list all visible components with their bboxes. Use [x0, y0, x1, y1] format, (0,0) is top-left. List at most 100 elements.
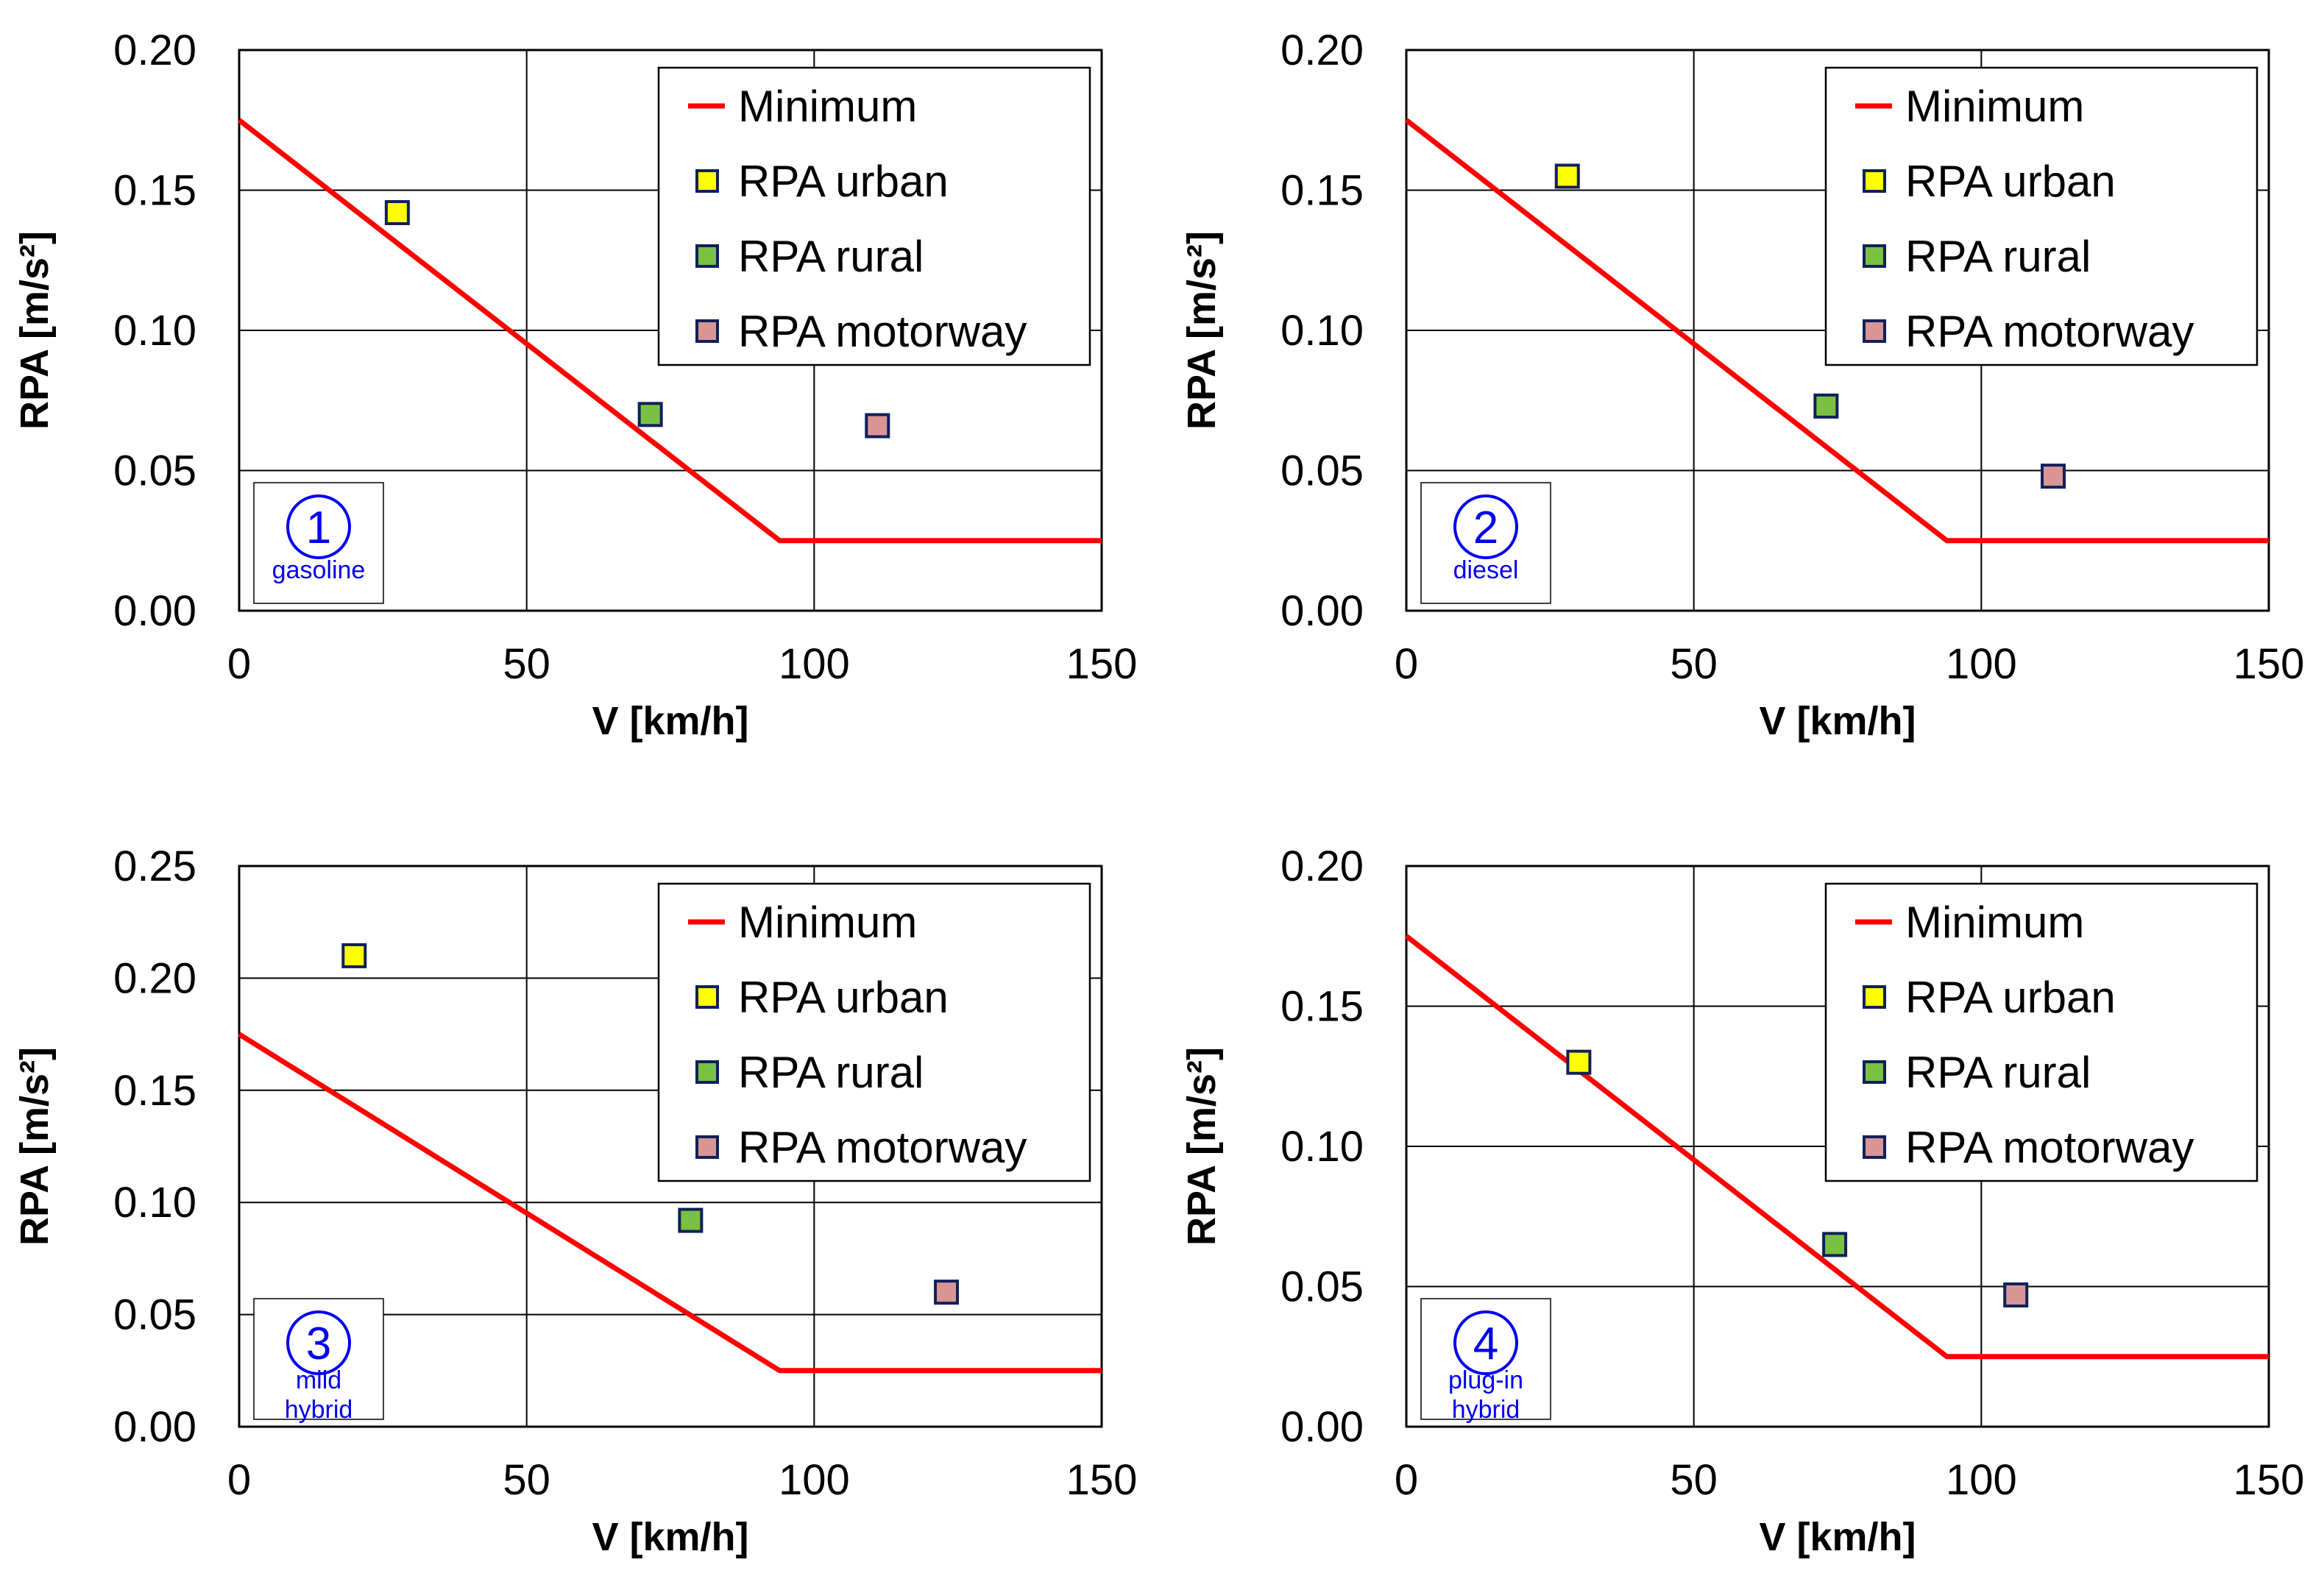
chart-4-x-axis-title: V [km/h]	[1759, 1515, 1916, 1559]
chart-2-legend-swatch-rpa-rural	[1863, 244, 1886, 268]
chart-2-legend-swatch-rpa-urban	[1863, 169, 1886, 193]
chart-1-legend-label-rpa-motorway: RPA motorway	[738, 307, 1027, 356]
chart-1-y-tick-label: 0.00	[113, 587, 196, 635]
chart-1-y-tick-label: 0.10	[113, 307, 196, 355]
chart-3-y-axis-title: RPA [m/s²]	[13, 1047, 57, 1246]
chart-2-legend-label-rpa-motorway: RPA motorway	[1905, 307, 2194, 356]
chart-4-y-tick-label: 0.20	[1280, 842, 1364, 890]
chart-3-x-tick-label: 0	[227, 1456, 251, 1504]
chart-4-y-tick-label: 0.10	[1280, 1123, 1364, 1171]
chart-2-point-rpa-urban	[1554, 163, 1580, 189]
chart-2-y-tick-label: 0.20	[1280, 26, 1364, 74]
chart-1-y-tick-label: 0.05	[113, 447, 196, 495]
chart-4-legend-label-rpa-motorway: RPA motorway	[1905, 1123, 2194, 1172]
chart-1-legend-label-rpa-urban: RPA urban	[738, 157, 949, 206]
chart-1-y-axis-title: RPA [m/s²]	[13, 231, 57, 430]
chart-2-panel-label: diesel	[1453, 556, 1519, 584]
chart-4-legend-label-minimum: Minimum	[1905, 898, 2084, 947]
chart-4-legend-swatch-rpa-rural	[1863, 1060, 1886, 1084]
chart-2-x-tick-label: 150	[2233, 640, 2305, 688]
chart-4-panel-number: 4	[1473, 1319, 1498, 1369]
chart-4-y-axis-title: RPA [m/s²]	[1180, 1047, 1224, 1246]
chart-3-legend-box	[657, 882, 1091, 1182]
chart-3-legend: Minimum RPA urban RPA rural RPA motorway	[657, 882, 1091, 1182]
chart-3-legend-swatch-rpa-motorway	[695, 1135, 719, 1159]
chart-1-panel-badge: 1 gasoline	[253, 482, 384, 604]
chart-3-x-tick-label: 150	[1066, 1456, 1138, 1504]
chart-2-legend: Minimum RPA urban RPA rural RPA motorway	[1824, 66, 2259, 366]
chart-3-x-tick-label: 100	[779, 1456, 850, 1504]
chart-1-panel-number-circle	[286, 494, 351, 559]
chart-3-legend-label-rpa-rural: RPA rural	[738, 1048, 924, 1097]
chart-2-point-rpa-motorway	[2041, 464, 2066, 489]
chart-2-legend-label-minimum: Minimum	[1905, 82, 2084, 131]
chart-1-plot-border	[238, 49, 1103, 612]
chart-3-plot-border	[238, 865, 1103, 1428]
chart-4-x-tick-label: 100	[1946, 1456, 2017, 1504]
chart-1-legend-label-rpa-rural: RPA rural	[738, 232, 924, 281]
chart-1-x-tick-label: 0	[227, 640, 251, 688]
chart-4-minimum-line	[1404, 934, 2269, 1360]
chart-3-legend-swatch-rpa-rural	[695, 1060, 719, 1084]
chart-1-x-axis-title: V [km/h]	[592, 699, 748, 743]
chart-3-panel-number: 3	[306, 1319, 331, 1369]
chart-1-minimum-line	[237, 118, 1102, 544]
chart-3-point-rpa-rural	[678, 1207, 704, 1233]
chart-4-legend-label-rpa-rural: RPA rural	[1905, 1048, 2091, 1097]
chart-2-panel-number: 2	[1473, 503, 1498, 553]
chart-1: 0 50 100 150 0.00 0.05 0.10 0.15 0.20 V [km/h] RPA…	[13, 26, 1137, 743]
chart-4-x-tick-label: 50	[1670, 1456, 1718, 1504]
chart-1-legend-label-minimum: Minimum	[738, 82, 917, 131]
chart-4-panel-badge-box	[1420, 1298, 1551, 1420]
chart-2-x-tick-label: 0	[1395, 640, 1418, 688]
chart-3-x-tick-label: 50	[503, 1456, 550, 1504]
chart-4-legend-swatch-rpa-motorway	[1863, 1135, 1886, 1159]
chart-2-y-axis-title: RPA [m/s²]	[1180, 231, 1224, 430]
chart-1-legend-swatch-rpa-motorway	[695, 319, 719, 343]
chart-4-plot-border	[1405, 865, 2270, 1428]
chart-2-x-tick-label: 50	[1670, 640, 1718, 688]
chart-1-panel-number: 1	[306, 503, 331, 553]
chart-4-point-rpa-motorway	[2003, 1282, 2029, 1307]
chart-4: 0 50 100 150 0.00 0.05 0.10 0.15 0.20 V [km/h] RPA…	[1180, 842, 2304, 1559]
chart-1-x-tick-label: 50	[503, 640, 550, 688]
chart-3-y-tick-label: 0.20	[113, 954, 196, 1002]
chart-1-point-rpa-urban	[384, 199, 410, 225]
chart-3-minimum-line	[238, 1032, 1102, 1374]
chart-3-legend-label-rpa-motorway: RPA motorway	[738, 1123, 1027, 1172]
chart-4-x-tick-label: 0	[1395, 1456, 1418, 1504]
chart-4-point-rpa-urban	[1566, 1049, 1592, 1075]
chart-1-legend-swatch-rpa-rural	[695, 244, 719, 268]
chart-1-legend: Minimum RPA urban RPA rural RPA motorway	[657, 66, 1091, 366]
chart-3-point-rpa-motorway	[934, 1280, 960, 1305]
chart-3-y-tick-label: 0.25	[113, 842, 196, 890]
chart-4-y-tick-label: 0.05	[1280, 1263, 1364, 1311]
chart-2-y-tick-label: 0.15	[1280, 167, 1364, 215]
chart-2-legend-label-rpa-rural: RPA rural	[1905, 232, 2091, 281]
chart-3-legend-swatch-rpa-urban	[695, 985, 719, 1009]
chart-4-legend-swatch-rpa-urban	[1863, 985, 1886, 1009]
chart-2-legend-swatch-rpa-motorway	[1863, 319, 1886, 343]
chart-3-y-tick-label: 0.15	[113, 1067, 196, 1115]
chart-3-panel-number-circle	[286, 1310, 351, 1375]
chart-3: 0 50 100 150 0.00 0.05 0.10 0.15 0.20 0.25 V [km/h…	[13, 842, 1137, 1559]
chart-2-panel-badge: 2 diesel	[1420, 482, 1551, 604]
chart-1-legend-swatch-rpa-urban	[695, 169, 719, 193]
chart-2-point-rpa-rural	[1813, 393, 1839, 419]
chart-2-y-tick-label: 0.00	[1280, 587, 1364, 635]
chart-2: 0 50 100 150 0.00 0.05 0.10 0.15 0.20 V [km/h] RPA…	[1180, 26, 2304, 743]
chart-2-panel-number-circle	[1453, 494, 1518, 559]
chart-4-panel-label: hybrid	[1452, 1396, 1520, 1424]
chart-2-plot-border	[1405, 49, 2270, 612]
chart-1-panel-label: gasoline	[272, 556, 366, 584]
chart-4-legend: Minimum RPA urban RPA rural RPA motorway	[1824, 882, 2259, 1182]
chart-1-x-tick-label: 100	[779, 640, 850, 688]
chart-2-x-axis-title: V [km/h]	[1759, 699, 1916, 743]
chart-3-panel-badge-box	[253, 1298, 384, 1420]
chart-1-y-tick-label: 0.20	[113, 26, 196, 74]
chart-3-y-tick-label: 0.00	[113, 1403, 196, 1451]
chart-3-legend-label-rpa-urban: RPA urban	[738, 973, 949, 1022]
